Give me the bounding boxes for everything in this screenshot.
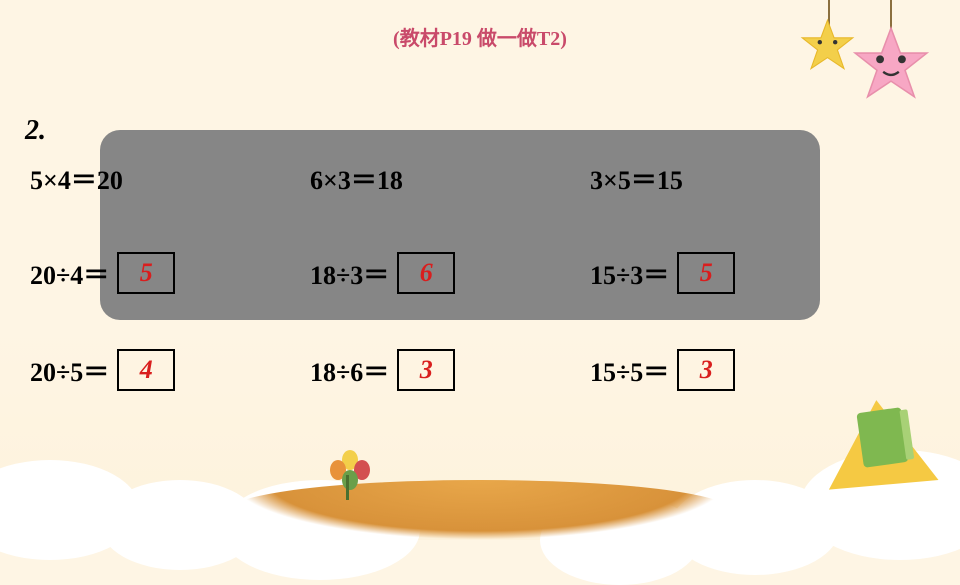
answer-box: 5: [117, 252, 175, 294]
mult-cell: 3×5＝15: [590, 160, 870, 197]
expression: 20÷4＝: [30, 255, 109, 292]
div-cell: 15÷3＝5: [590, 252, 870, 294]
book-character-icon: [856, 407, 908, 468]
question-number: 2.: [25, 115, 46, 147]
row-multiplication: 5×4＝20 6×3＝18 3×5＝15: [30, 160, 910, 197]
expression: 3×5＝15: [590, 160, 683, 197]
expression: 5×4＝20: [30, 160, 123, 197]
div-cell: 18÷6＝3: [310, 349, 590, 391]
ground-decoration: [230, 480, 730, 540]
row-division: 20÷5＝4 18÷6＝3 15÷5＝3: [30, 349, 910, 391]
div-cell: 15÷5＝3: [590, 349, 870, 391]
mult-cell: 6×3＝18: [310, 160, 590, 197]
expression: 15÷3＝: [590, 255, 669, 292]
answer-box: 4: [117, 349, 175, 391]
star-yellow-icon: [800, 18, 855, 78]
expression: 15÷5＝: [590, 352, 669, 389]
answer-box: 6: [397, 252, 455, 294]
answer-box: 3: [397, 349, 455, 391]
answer-box: 3: [677, 349, 735, 391]
expression: 20÷5＝: [30, 352, 109, 389]
star-pink-icon: [852, 25, 930, 108]
flower-icon: [320, 445, 380, 505]
expression: 18÷6＝: [310, 352, 389, 389]
div-cell: 18÷3＝6: [310, 252, 590, 294]
div-cell: 20÷5＝4: [30, 349, 310, 391]
expression: 6×3＝18: [310, 160, 403, 197]
div-cell: 20÷4＝5: [30, 252, 310, 294]
row-division: 20÷4＝5 18÷3＝6 15÷3＝5: [30, 252, 910, 294]
mult-cell: 5×4＝20: [30, 160, 310, 197]
answer-box: 5: [677, 252, 735, 294]
expression: 18÷3＝: [310, 255, 389, 292]
